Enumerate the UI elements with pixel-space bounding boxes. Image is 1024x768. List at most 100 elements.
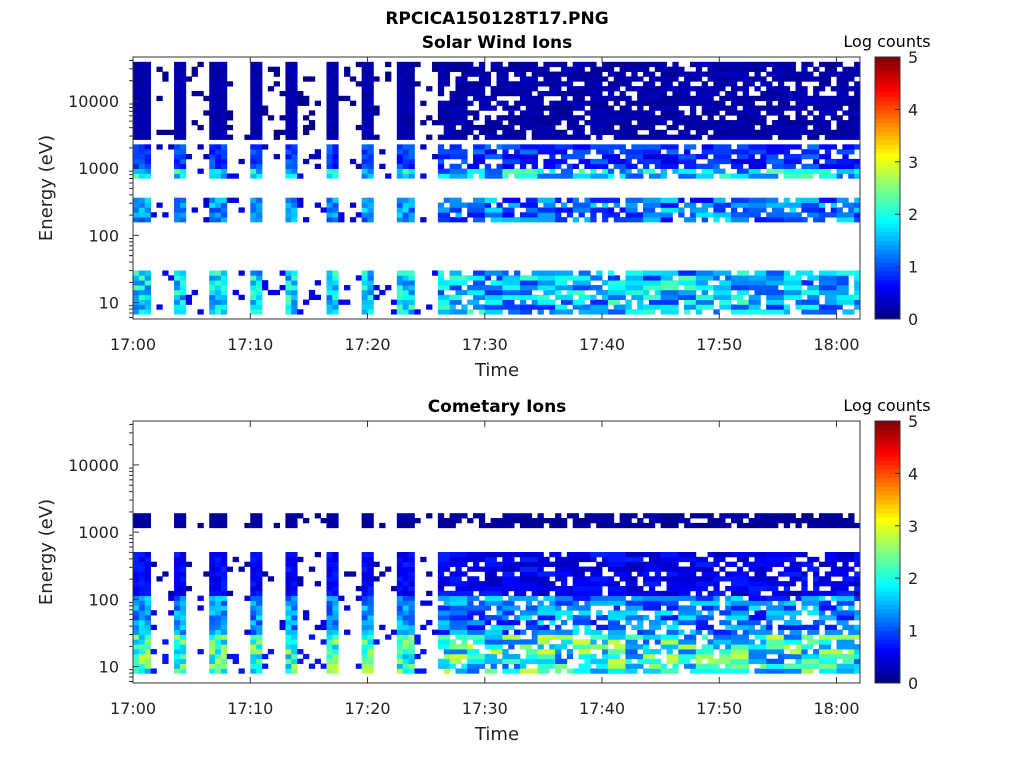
- spectrogram-cell: [637, 595, 644, 601]
- spectrogram-cell: [297, 100, 304, 106]
- spectrogram-cell: [449, 120, 456, 126]
- spectrogram-cell: [760, 90, 767, 97]
- spectrogram-cell: [496, 518, 503, 524]
- spectrogram-cell: [625, 590, 632, 597]
- spectrogram-cell: [502, 556, 509, 563]
- spectrogram-cell: [637, 294, 644, 300]
- spectrogram-cell: [560, 61, 568, 68]
- spectrogram-cell: [361, 585, 368, 592]
- spectrogram-cell: [326, 639, 333, 645]
- spectrogram-cell: [578, 649, 585, 655]
- spectrogram-cell: [179, 134, 187, 140]
- spectrogram-cell: [525, 66, 533, 72]
- spectrogram-cell: [590, 581, 597, 587]
- spectrogram-cell: [408, 168, 415, 174]
- spectrogram-cell: [707, 275, 714, 281]
- spectrogram-cell: [174, 552, 181, 558]
- solar-wind-ions-panel: Solar Wind Ions 17:00 17:10 17:20 17:30 17:4…: [36, 32, 931, 381]
- spectrogram-cell: [783, 197, 791, 203]
- spectrogram-cell: [572, 217, 579, 223]
- spectrogram-cell: [519, 129, 527, 136]
- spectrogram-cell: [772, 207, 779, 213]
- spectrogram-cell: [701, 649, 708, 655]
- spectrogram-cell: [818, 76, 826, 82]
- spectrogram-cell: [396, 90, 404, 97]
- spectrogram-cell: [555, 90, 562, 97]
- spectrogram-cell: [555, 280, 562, 286]
- spectrogram-cell: [560, 154, 568, 160]
- spectrogram-cell: [607, 581, 615, 587]
- spectrogram-cell: [848, 163, 855, 169]
- spectrogram-cell: [648, 634, 656, 640]
- spectrogram-cell: [396, 71, 404, 77]
- spectrogram-cell: [267, 86, 275, 92]
- spectrogram-cell: [684, 615, 691, 621]
- spectrogram-cell: [560, 639, 568, 645]
- spectrogram-cell: [332, 619, 339, 626]
- spectrogram-cell: [455, 309, 462, 315]
- spectrogram-cell: [736, 668, 744, 674]
- spectrogram-cell: [437, 663, 445, 669]
- spectrogram-cell: [519, 217, 527, 223]
- spectrogram-cell: [396, 658, 404, 664]
- spectrogram-cell: [725, 653, 732, 660]
- spectrogram-cell: [138, 61, 146, 68]
- spectrogram-cell: [549, 207, 556, 213]
- spectrogram-cell: [654, 280, 662, 286]
- spectrogram-cell: [701, 668, 708, 674]
- spectrogram-cell: [578, 571, 585, 577]
- spectrogram-cell: [560, 168, 568, 174]
- spectrogram-cell: [660, 81, 667, 87]
- colorbar-swatch: [875, 148, 900, 154]
- spectrogram-cell: [643, 86, 650, 92]
- spectrogram-cell: [344, 66, 351, 72]
- spectrogram-cell: [496, 81, 503, 87]
- spectrogram-cell: [478, 90, 486, 97]
- spectrogram-cell: [461, 668, 468, 674]
- spectrogram-cell: [525, 585, 533, 592]
- spectrogram-cell: [742, 285, 749, 291]
- spectrogram-cell: [707, 158, 714, 165]
- spectrogram-cell: [537, 66, 544, 72]
- spectrogram-cell: [402, 590, 409, 597]
- spectrogram-cell: [731, 304, 738, 310]
- spectrogram-cell: [496, 163, 503, 169]
- spectrogram-cell: [250, 270, 257, 276]
- spectrogram-cell: [326, 90, 333, 97]
- spectrogram-cell: [473, 280, 480, 286]
- spectrogram-cell: [637, 95, 644, 102]
- spectrogram-cell: [602, 100, 609, 106]
- spectrogram-cell: [519, 71, 527, 77]
- spectrogram-cell: [443, 663, 450, 669]
- spectrogram-cell: [285, 275, 292, 281]
- spectrogram-cell: [449, 649, 456, 655]
- spectrogram-cell: [449, 639, 456, 645]
- spectrogram-cell: [555, 270, 562, 276]
- spectrogram-cell: [402, 124, 409, 131]
- spectrogram-cell: [684, 86, 691, 92]
- spectrogram-cell: [291, 86, 298, 92]
- spectrogram-cell: [549, 552, 556, 558]
- spectrogram-cell: [818, 154, 826, 160]
- spectrogram-cell: [496, 649, 503, 655]
- spectrogram-cell: [760, 207, 767, 213]
- spectrogram-cell: [631, 552, 638, 558]
- spectrogram-cell: [590, 285, 597, 291]
- spectrogram-cell: [291, 639, 298, 645]
- spectrogram-cell: [648, 217, 656, 223]
- spectrogram-cell: [748, 168, 755, 174]
- colorbar-swatch: [875, 249, 900, 254]
- spectrogram-cell: [285, 522, 292, 529]
- spectrogram-cell: [602, 639, 609, 645]
- spectrogram-cell: [484, 105, 492, 111]
- spectrogram-cell: [361, 197, 368, 203]
- spectrogram-cell: [584, 202, 591, 208]
- spectrogram-cell: [402, 566, 409, 572]
- spectrogram-cell: [443, 615, 450, 621]
- spectrogram-cell: [842, 270, 849, 276]
- spectrogram-cell: [766, 124, 773, 131]
- spectrogram-cell: [854, 275, 861, 281]
- spectrogram-cell: [549, 285, 556, 291]
- spectrogram-cell: [654, 154, 662, 160]
- spectrogram-cell: [637, 566, 644, 572]
